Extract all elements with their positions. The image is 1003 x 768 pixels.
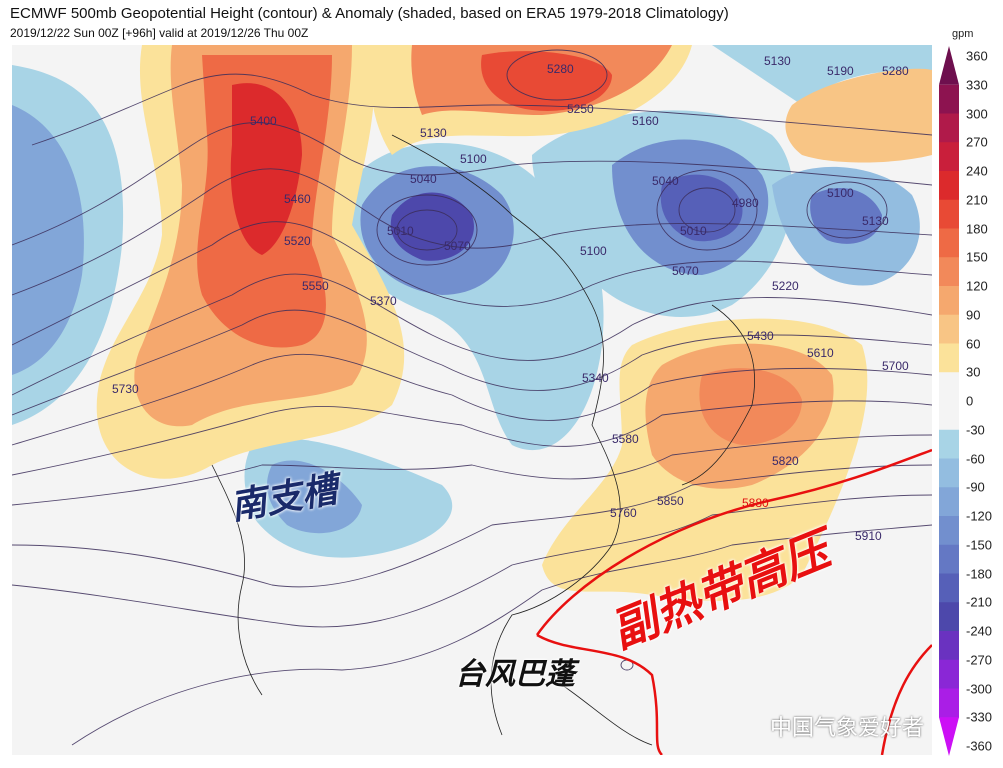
- contour-label: 5580: [612, 432, 639, 446]
- anomaly-map: 5280 5250 5130 5190 5280 5160 5130 5100 …: [12, 45, 932, 755]
- contour-label: 5220: [772, 279, 799, 293]
- colorbar-bin: [939, 199, 959, 229]
- contour-label: 5700: [882, 359, 909, 373]
- contour-label: 5280: [547, 62, 574, 76]
- contour-label: 5730: [112, 382, 139, 396]
- colorbar-unit: gpm: [952, 28, 974, 40]
- colorbar-label: -330: [966, 709, 993, 725]
- colorbar-bin: [939, 659, 959, 689]
- colorbar-bin: [939, 487, 959, 517]
- annotation-typhoon: 台风巴蓬: [455, 658, 575, 691]
- colorbar-label: -120: [966, 508, 993, 524]
- colorbar-label: 150: [966, 249, 988, 265]
- chart-subtitle: 2019/12/22 Sun 00Z [+96h] valid at 2019/…: [10, 26, 309, 40]
- contour-label: 5610: [807, 346, 834, 360]
- contour-label: 5550: [302, 279, 329, 293]
- colorbar-bin: [939, 516, 959, 546]
- colorbar-label: -240: [966, 623, 993, 639]
- colorbar-label: 120: [966, 278, 988, 294]
- colorbar-bin: [939, 372, 959, 402]
- colorbar-label: -270: [966, 652, 993, 668]
- colorbar-bin: [939, 257, 959, 287]
- coastlines: [211, 134, 755, 746]
- colorbar-bin: [939, 286, 959, 316]
- colorbar: [939, 46, 959, 756]
- colorbar-label: 330: [966, 77, 988, 93]
- colorbar-label: 60: [966, 336, 981, 351]
- contour-label: 5130: [420, 126, 447, 140]
- colorbar-bin: [939, 602, 959, 632]
- negative-anomaly-areas: [12, 45, 932, 558]
- contour-label: 5820: [772, 454, 799, 468]
- colorbar-bin: [939, 429, 959, 459]
- contour-label: 5160: [632, 114, 659, 128]
- contour-label: 5010: [680, 224, 707, 238]
- contour-label: 5010: [387, 224, 414, 238]
- colorbar-label: 360: [966, 48, 988, 64]
- colorbar-label: -30: [966, 422, 985, 438]
- colorbar-label: 180: [966, 221, 988, 236]
- colorbar-bin: [939, 171, 959, 201]
- colorbar-label: -150: [966, 537, 993, 553]
- contour-label: 5190: [827, 64, 854, 78]
- colorbar-bin: [939, 113, 959, 143]
- colorbar-label: 90: [966, 307, 981, 323]
- colorbar-bin: [939, 458, 959, 488]
- colorbar-label: -210: [966, 594, 993, 610]
- colorbar-bin: [939, 228, 959, 258]
- contour-label: 5070: [672, 264, 699, 278]
- contour-label-5880: 5880: [742, 496, 769, 510]
- colorbar-label: 30: [966, 364, 981, 380]
- chart-title: ECMWF 500mb Geopotential Height (contour…: [10, 5, 729, 22]
- contour-label: 5850: [657, 494, 684, 508]
- subtropical-high-5880-contour: [535, 448, 932, 755]
- colorbar-bin: [939, 46, 959, 85]
- contour-label: 5430: [747, 329, 774, 343]
- colorbar-label: -360: [966, 738, 993, 754]
- colorbar-bin: [939, 631, 959, 661]
- colorbar-bin: [939, 717, 959, 756]
- contour-label: 5520: [284, 234, 311, 248]
- contour-label: 5400: [250, 114, 277, 128]
- contour-label: 5130: [764, 54, 791, 68]
- contour-label: 5760: [610, 506, 637, 520]
- colorbar-label: 210: [966, 192, 988, 208]
- contour-label: 5280: [882, 64, 909, 78]
- contour-label: 5460: [284, 192, 311, 206]
- colorbar-bin: [939, 544, 959, 574]
- colorbar-bin: [939, 84, 959, 114]
- colorbar-bin: [939, 401, 959, 431]
- contour-label: 5040: [652, 174, 679, 188]
- contour-label: 4980: [732, 196, 759, 210]
- colorbar-bin: [939, 573, 959, 603]
- colorbar-label: 270: [966, 134, 988, 150]
- contour-label: 5100: [580, 244, 607, 258]
- contour-label: 5370: [370, 294, 397, 308]
- colorbar-bin: [939, 142, 959, 172]
- contour-label: 5070: [444, 239, 471, 253]
- contour-label: 5250: [567, 102, 594, 116]
- colorbar-label: -60: [966, 451, 985, 466]
- colorbar-bin: [939, 688, 959, 718]
- positive-anomaly-areas: [96, 45, 932, 601]
- colorbar-label: 240: [966, 163, 988, 179]
- contour-label: 5100: [460, 152, 487, 166]
- contour-labels: 5280 5250 5130 5190 5280 5160 5130 5100 …: [112, 54, 909, 543]
- colorbar-label: -300: [966, 681, 993, 696]
- colorbar-label: -180: [966, 566, 993, 581]
- contour-label: 5910: [855, 529, 882, 543]
- contour-label: 5340: [582, 371, 609, 385]
- contour-label: 5040: [410, 172, 437, 186]
- watermark: 中国气象爱好者: [770, 715, 925, 740]
- colorbar-bin: [939, 314, 959, 344]
- colorbar-label: 300: [966, 106, 988, 121]
- colorbar-label: 0: [966, 393, 974, 409]
- contour-label: 5100: [827, 186, 854, 200]
- contour-label: 5130: [862, 214, 889, 228]
- height-contours: [12, 49, 932, 746]
- colorbar-label: -90: [966, 479, 985, 495]
- colorbar-bin: [939, 343, 959, 373]
